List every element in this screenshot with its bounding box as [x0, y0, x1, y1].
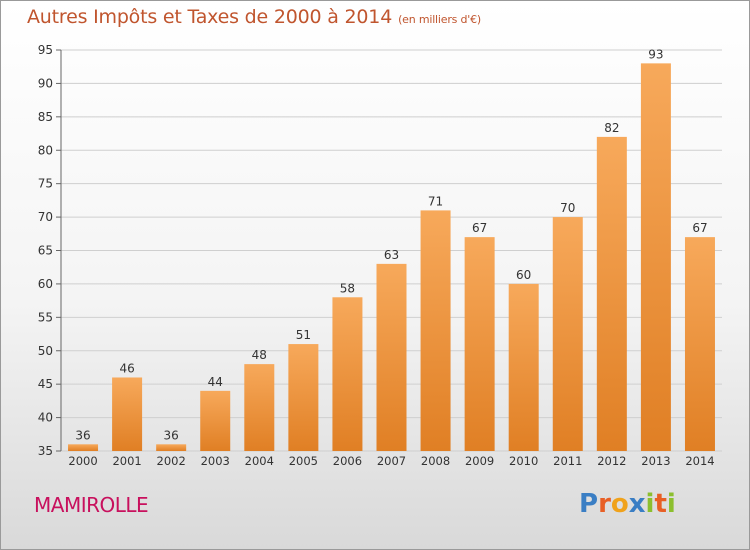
bar-2005[interactable]	[288, 344, 319, 451]
x-tick-label: 2009	[465, 454, 494, 468]
y-tick-label: 80	[38, 143, 53, 157]
y-tick-label: 65	[38, 244, 53, 258]
x-tick-label: 2014	[685, 454, 714, 468]
bar-2000[interactable]	[68, 444, 99, 451]
bar-value-label: 67	[472, 221, 487, 235]
bar-2011[interactable]	[552, 217, 583, 451]
y-tick-label: 55	[38, 310, 53, 324]
bar-value-label: 58	[340, 281, 355, 295]
bar-2009[interactable]	[464, 237, 495, 451]
town-name: MAMIROLLE	[34, 493, 149, 517]
chart-title-text: Autres Impôts et Taxes de 2000 à 2014	[27, 6, 393, 28]
bar-2004[interactable]	[244, 364, 275, 451]
y-tick-label: 60	[38, 277, 53, 291]
bar-value-label: 44	[208, 375, 223, 389]
x-tick-label: 2013	[641, 454, 670, 468]
y-tick-label: 75	[38, 177, 53, 191]
bar-value-label: 46	[119, 361, 134, 375]
y-axis: 35 40 45 50 55 60 65 70 75 80 85 90 95	[38, 43, 62, 458]
x-tick-label: 2000	[68, 454, 97, 468]
y-tick-label: 45	[38, 377, 53, 391]
y-tick-label: 50	[38, 344, 53, 358]
x-tick-label: 2006	[333, 454, 362, 468]
logo-letter: t	[654, 489, 667, 519]
x-tick-label: 2007	[377, 454, 406, 468]
bar-2002[interactable]	[156, 444, 187, 451]
logo-letter: P	[579, 489, 599, 519]
bar-value-label: 51	[296, 328, 311, 342]
logo-letter: x	[628, 489, 646, 519]
y-tick-label: 90	[38, 76, 53, 90]
x-axis: 2000 2001 2002 2003 2004 2005 2006 2007 2008 2009…	[68, 454, 714, 468]
chart-title: Autres Impôts et Taxes de 2000 à 2014 (en…	[27, 6, 481, 28]
logo-letter: r	[598, 489, 611, 519]
chart-unit: (en milliers d'€)	[398, 13, 481, 26]
y-tick-label: 70	[38, 210, 53, 224]
bar-2001[interactable]	[112, 377, 143, 451]
bar-value-label: 67	[692, 221, 707, 235]
x-tick-label: 2002	[157, 454, 186, 468]
bar-value-label: 36	[164, 428, 179, 442]
x-tick-label: 2010	[509, 454, 538, 468]
x-tick-label: 2005	[289, 454, 318, 468]
bar-2006[interactable]	[332, 297, 363, 451]
y-tick-label: 40	[38, 411, 53, 425]
x-tick-label: 2001	[112, 454, 141, 468]
bar-value-label: 60	[516, 268, 531, 282]
logo-letter: o	[610, 489, 629, 519]
bar-value-label: 93	[648, 47, 663, 61]
bar-2007[interactable]	[376, 263, 407, 451]
x-tick-label: 2008	[421, 454, 450, 468]
bar-2008[interactable]	[420, 210, 451, 451]
bar-value-label: 63	[384, 248, 399, 262]
y-tick-label: 35	[38, 444, 53, 458]
bar-value-label: 48	[252, 348, 267, 362]
bar-2012[interactable]	[596, 136, 627, 451]
x-tick-label: 2011	[553, 454, 582, 468]
logo-letter: i	[666, 489, 676, 519]
bar-value-label: 71	[428, 194, 443, 208]
y-tick-label: 85	[38, 110, 53, 124]
bar-value-label: 70	[560, 201, 575, 215]
bar-2014[interactable]	[684, 237, 715, 451]
bars: 36 46 36 44 48 51 58 63 71 67 60 70 82 93 67	[68, 47, 715, 451]
x-tick-label: 2012	[597, 454, 626, 468]
bar-value-label: 82	[604, 121, 619, 135]
logo-letter: i	[645, 489, 655, 519]
proxiti-logo[interactable]: Proxiti	[579, 489, 676, 519]
bar-2013[interactable]	[640, 63, 671, 451]
bar-value-label: 36	[75, 428, 90, 442]
x-tick-label: 2003	[201, 454, 230, 468]
x-tick-label: 2004	[245, 454, 274, 468]
bar-2010[interactable]	[508, 283, 539, 451]
y-tick-label: 95	[38, 43, 53, 57]
bar-2003[interactable]	[200, 390, 231, 451]
